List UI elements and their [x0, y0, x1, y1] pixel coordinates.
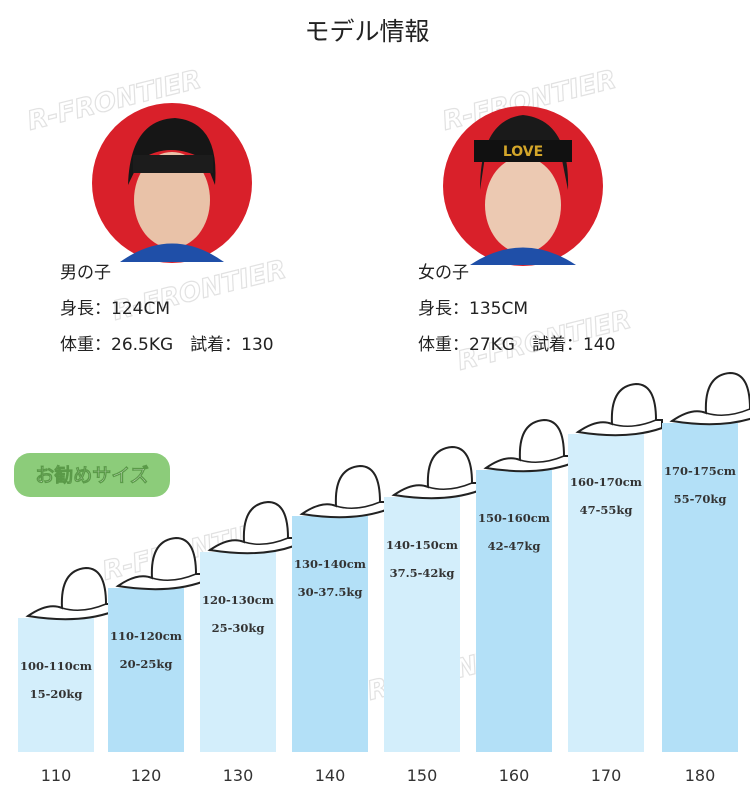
- cap: [207, 500, 295, 555]
- cap: [669, 371, 750, 426]
- size-label: 170: [591, 766, 622, 785]
- photo-boy: [92, 103, 252, 263]
- cap: [483, 418, 571, 473]
- svg-text:LOVE: LOVE: [503, 144, 543, 160]
- size-weight: 15-20kg: [30, 687, 83, 701]
- cap-line: [335, 501, 381, 509]
- size-label: 120: [131, 766, 162, 785]
- cap: [391, 445, 479, 500]
- size-bar: [18, 618, 94, 752]
- size-height: 160-170cm: [570, 475, 642, 489]
- size-weight: 25-30kg: [212, 621, 265, 635]
- size-bar: [476, 470, 552, 752]
- size-weight: 55-70kg: [674, 492, 727, 506]
- size-weight: 37.5-42kg: [390, 566, 455, 580]
- cap-line: [61, 603, 107, 611]
- size-label: 180: [685, 766, 716, 785]
- size-bar: [292, 516, 368, 752]
- model-label: 男の子: [60, 263, 111, 283]
- model-height: 身長：135CM: [418, 299, 528, 319]
- size-bar: [200, 552, 276, 752]
- cap: [299, 464, 387, 519]
- model-height: 身長：124CM: [60, 299, 170, 319]
- cap-line: [611, 419, 657, 427]
- size-label: 130: [223, 766, 254, 785]
- cap: [25, 566, 113, 621]
- size-weight: 47-55kg: [580, 503, 633, 517]
- cap: [115, 536, 203, 591]
- size-bar: [662, 423, 738, 752]
- cap-line: [427, 482, 473, 490]
- size-height: 170-175cm: [664, 464, 736, 478]
- size-weight: 42-47kg: [488, 539, 541, 553]
- cap: [575, 382, 663, 437]
- size-bars: 100-110cm 15-20kg 110 110-120cm 20-25kg 120 12…: [18, 371, 750, 785]
- size-bar: [384, 497, 460, 752]
- size-height: 140-150cm: [386, 538, 458, 552]
- title: モデル情報: [304, 17, 429, 46]
- model-label: 女の子: [418, 263, 469, 283]
- size-label: 150: [407, 766, 438, 785]
- model-weight: 体重：27KG 試着：140: [418, 335, 615, 355]
- model-weight: 体重：26.5KG 試着：130: [60, 335, 274, 355]
- size-bar: [568, 434, 644, 752]
- size-height: 100-110cm: [20, 659, 92, 673]
- size-height: 110-120cm: [110, 629, 182, 643]
- cap-line: [705, 408, 750, 416]
- badge: お勧めサイズ: [35, 464, 148, 487]
- size-height: 150-160cm: [478, 511, 550, 525]
- size-height: 120-130cm: [202, 593, 274, 607]
- badge-bg: [14, 453, 170, 497]
- size-label: 110: [41, 766, 72, 785]
- size-label: 160: [499, 766, 530, 785]
- photo-girl: LOVE: [443, 106, 603, 266]
- cap-line: [519, 455, 565, 463]
- size-height: 130-140cm: [294, 557, 366, 571]
- cap-line: [151, 573, 197, 581]
- cap-line: [243, 537, 289, 545]
- size-bar: [108, 588, 184, 752]
- size-weight: 30-37.5kg: [298, 585, 363, 599]
- size-label: 140: [315, 766, 346, 785]
- size-weight: 20-25kg: [120, 657, 173, 671]
